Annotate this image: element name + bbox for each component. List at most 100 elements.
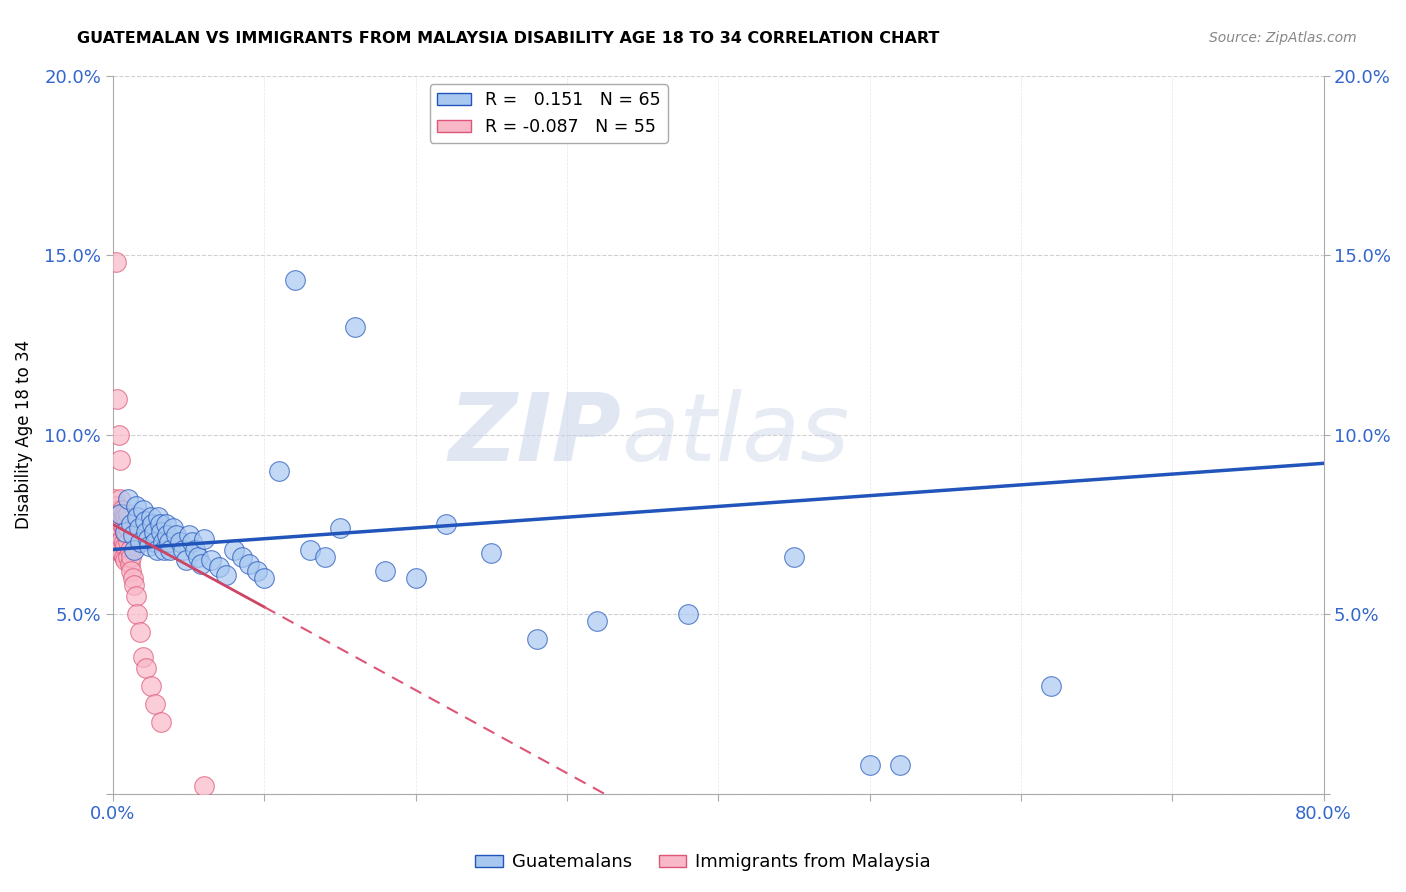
Point — [231, 549, 253, 564]
Point — [783, 549, 806, 564]
Point — [124, 500, 146, 514]
Point — [434, 517, 457, 532]
Point — [157, 535, 180, 549]
Point — [135, 524, 157, 539]
Point — [156, 528, 179, 542]
Point — [177, 528, 200, 542]
Point — [110, 521, 132, 535]
Point — [122, 578, 145, 592]
Point — [112, 549, 135, 564]
Point — [138, 539, 160, 553]
Point — [405, 571, 427, 585]
Point — [129, 535, 152, 549]
Point — [858, 758, 880, 772]
Point — [104, 542, 127, 557]
Point — [112, 507, 135, 521]
Point — [269, 463, 291, 477]
Point — [117, 535, 139, 549]
Point — [110, 507, 132, 521]
Point — [117, 549, 139, 564]
Point — [1040, 679, 1063, 693]
Point — [208, 560, 231, 574]
Text: GUATEMALAN VS IMMIGRANTS FROM MALAYSIA DISABILITY AGE 18 TO 34 CORRELATION CHART: GUATEMALAN VS IMMIGRANTS FROM MALAYSIA D… — [77, 31, 939, 46]
Point — [314, 549, 336, 564]
Point — [104, 255, 127, 269]
Point — [107, 392, 129, 406]
Point — [132, 650, 155, 665]
Point — [215, 567, 238, 582]
Point — [200, 553, 222, 567]
Point — [344, 319, 367, 334]
Point — [150, 714, 173, 729]
Point — [526, 632, 548, 647]
Point — [283, 273, 305, 287]
Point — [112, 521, 135, 535]
Point — [148, 510, 170, 524]
Point — [104, 507, 127, 521]
Point — [187, 549, 209, 564]
Point — [180, 535, 202, 549]
Point — [169, 535, 191, 549]
Point — [153, 542, 176, 557]
Point — [122, 542, 145, 557]
Point — [120, 549, 142, 564]
Point — [118, 542, 141, 557]
Point — [110, 535, 132, 549]
Point — [111, 546, 134, 560]
Point — [143, 535, 166, 549]
Point — [141, 517, 163, 532]
Point — [586, 615, 609, 629]
Point — [117, 507, 139, 521]
Point — [107, 535, 129, 549]
Point — [120, 517, 142, 532]
Point — [111, 517, 134, 532]
Point — [107, 500, 129, 514]
Point — [139, 679, 162, 693]
Point — [374, 564, 396, 578]
Point — [110, 452, 132, 467]
Point — [162, 521, 184, 535]
Point — [134, 514, 156, 528]
Point — [135, 661, 157, 675]
Text: Source: ZipAtlas.com: Source: ZipAtlas.com — [1209, 31, 1357, 45]
Point — [117, 521, 139, 535]
Point — [115, 528, 138, 542]
Point — [110, 507, 132, 521]
Point — [127, 510, 149, 524]
Point — [129, 625, 152, 640]
Point — [110, 492, 132, 507]
Point — [479, 546, 502, 560]
Point — [108, 528, 131, 542]
Point — [111, 532, 134, 546]
Point — [155, 517, 177, 532]
Point — [103, 492, 125, 507]
Legend: R =   0.151   N = 65, R = -0.087   N = 55: R = 0.151 N = 65, R = -0.087 N = 55 — [430, 84, 668, 143]
Text: atlas: atlas — [621, 389, 849, 480]
Y-axis label: Disability Age 18 to 34: Disability Age 18 to 34 — [15, 340, 32, 529]
Point — [127, 607, 149, 621]
Point — [108, 503, 131, 517]
Point — [136, 532, 159, 546]
Point — [114, 539, 136, 553]
Point — [159, 542, 181, 557]
Point — [118, 557, 141, 571]
Point — [117, 492, 139, 507]
Point — [121, 528, 143, 542]
Point — [114, 510, 136, 524]
Point — [152, 535, 174, 549]
Point — [150, 524, 173, 539]
Point — [124, 589, 146, 603]
Point — [143, 697, 166, 711]
Point — [139, 510, 162, 524]
Text: ZIP: ZIP — [449, 389, 621, 481]
Point — [114, 524, 136, 539]
Point — [142, 524, 165, 539]
Point — [111, 503, 134, 517]
Point — [108, 514, 131, 528]
Point — [238, 557, 260, 571]
Point — [104, 524, 127, 539]
Point — [107, 524, 129, 539]
Point — [183, 542, 205, 557]
Point — [329, 521, 352, 535]
Legend: Guatemalans, Immigrants from Malaysia: Guatemalans, Immigrants from Malaysia — [468, 847, 938, 879]
